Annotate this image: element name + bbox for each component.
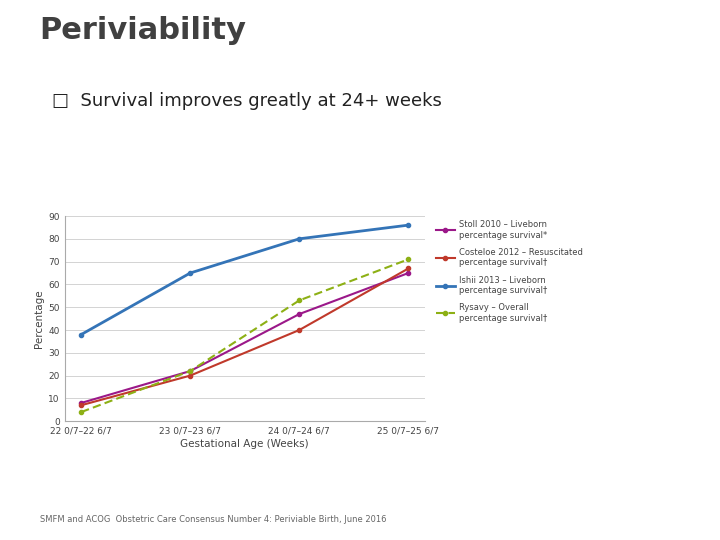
Ishii 2013 – Liveborn
percentage survival† [77, 332, 86, 338]
Rysavy – Overall
percentage survival† [295, 297, 304, 303]
Costeloe 2012 – Resuscitated
percentage survival† [295, 327, 304, 333]
Stoll 2010 – Liveborn
percentage survival* [295, 311, 304, 318]
Line: Stoll 2010 – Liveborn
percentage survival*: Stoll 2010 – Liveborn percentage surviva… [79, 271, 410, 405]
Stoll 2010 – Liveborn
percentage survival* [404, 270, 413, 276]
Ishii 2013 – Liveborn
percentage survival† [186, 270, 194, 276]
Y-axis label: Percentage: Percentage [35, 289, 44, 348]
Legend: Stoll 2010 – Liveborn
percentage survival*, Costeloe 2012 – Resuscitated
percent: Stoll 2010 – Liveborn percentage surviva… [436, 220, 582, 323]
Line: Rysavy – Overall
percentage survival†: Rysavy – Overall percentage survival† [79, 257, 410, 414]
Rysavy – Overall
percentage survival† [77, 409, 86, 415]
Costeloe 2012 – Resuscitated
percentage survival† [186, 373, 194, 379]
Stoll 2010 – Liveborn
percentage survival* [186, 368, 194, 374]
Text: Periviability: Periviability [40, 16, 246, 45]
Costeloe 2012 – Resuscitated
percentage survival† [404, 265, 413, 272]
X-axis label: Gestational Age (Weeks): Gestational Age (Weeks) [181, 439, 309, 449]
Rysavy – Overall
percentage survival† [404, 256, 413, 262]
Stoll 2010 – Liveborn
percentage survival* [77, 400, 86, 406]
Ishii 2013 – Liveborn
percentage survival† [404, 222, 413, 228]
Line: Ishii 2013 – Liveborn
percentage survival†: Ishii 2013 – Liveborn percentage surviva… [79, 223, 410, 336]
Text: SMFM and ACOG  Obstetric Care Consensus Number 4: Periviable Birth, June 2016: SMFM and ACOG Obstetric Care Consensus N… [40, 515, 386, 524]
Line: Costeloe 2012 – Resuscitated
percentage survival†: Costeloe 2012 – Resuscitated percentage … [79, 266, 410, 407]
Text: □  Survival improves greatly at 24+ weeks: □ Survival improves greatly at 24+ weeks [52, 92, 441, 110]
Rysavy – Overall
percentage survival† [186, 368, 194, 374]
Ishii 2013 – Liveborn
percentage survival† [295, 235, 304, 242]
Costeloe 2012 – Resuscitated
percentage survival† [77, 402, 86, 408]
